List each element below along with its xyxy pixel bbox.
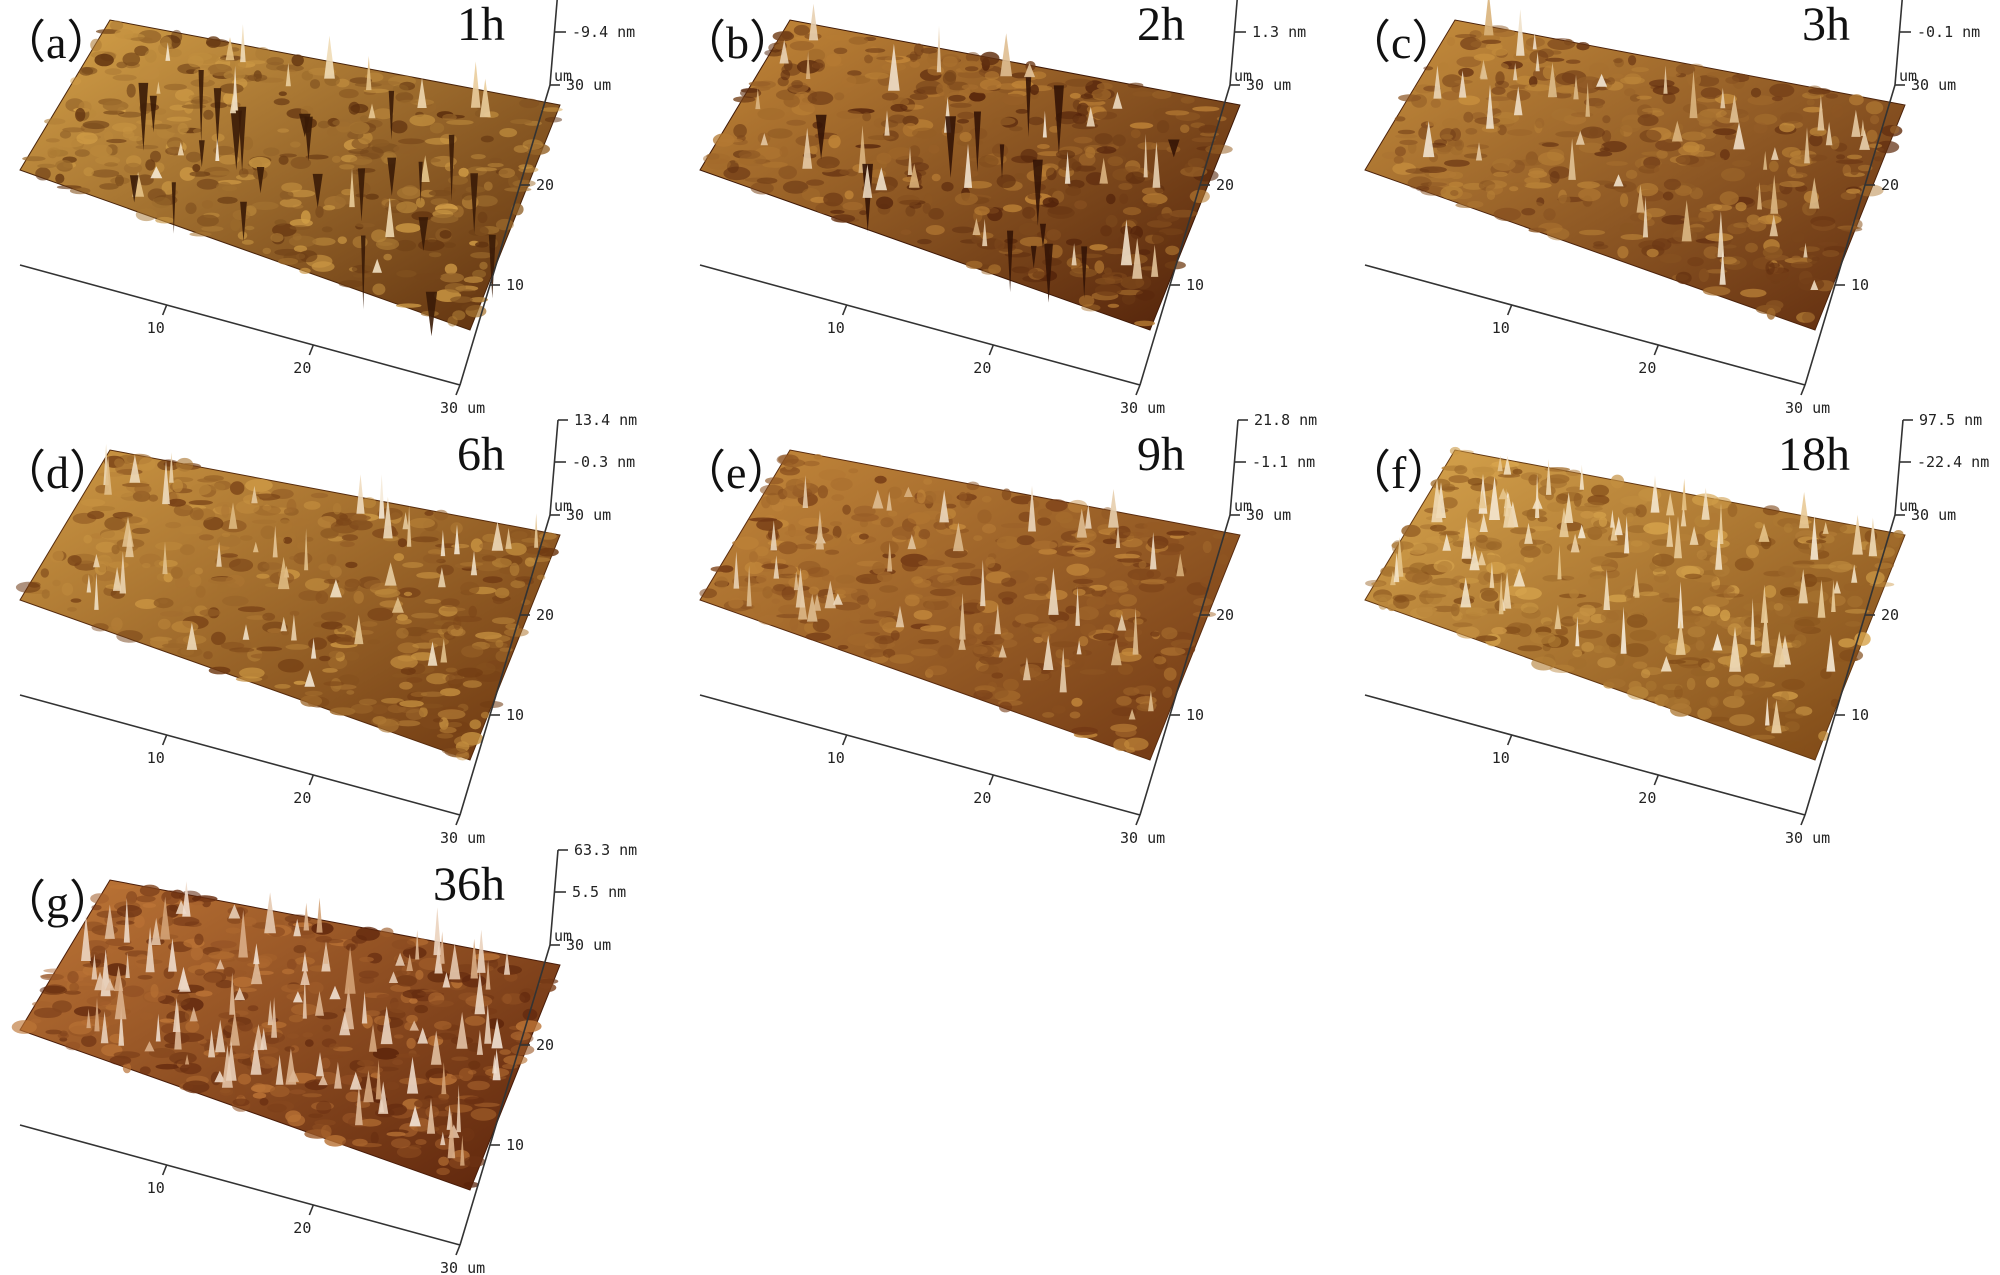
y-tick-label: 10 bbox=[506, 706, 524, 724]
time-label: 18h bbox=[1778, 428, 1850, 481]
z-mid-label: -9.4 nm bbox=[572, 23, 635, 41]
surface-spikes bbox=[86, 443, 539, 687]
y-unit-label: um bbox=[1234, 67, 1252, 85]
x-tick-label: 20 bbox=[1638, 359, 1656, 377]
y-tick-label: 30 um bbox=[1246, 506, 1291, 524]
x-tick-label: 30 um bbox=[440, 399, 485, 417]
surface-texture bbox=[699, 454, 1229, 755]
z-mid-label: -1.1 nm bbox=[1252, 453, 1315, 471]
y-tick-label: 20 bbox=[1216, 176, 1234, 194]
x-tick-label: 20 bbox=[293, 1219, 311, 1237]
y-tick-label: 20 bbox=[1216, 606, 1234, 624]
y-tick-label: 20 bbox=[1881, 606, 1899, 624]
x-tick-label: 20 bbox=[973, 789, 991, 807]
surface-texture bbox=[15, 453, 559, 761]
panel-label: （e） bbox=[680, 447, 792, 498]
time-label: 9h bbox=[1137, 428, 1185, 481]
y-tick-label: 20 bbox=[536, 176, 554, 194]
y-tick-label: 20 bbox=[536, 1036, 554, 1054]
surface-spikes bbox=[755, 3, 1180, 303]
panel-label: （d） bbox=[0, 447, 115, 498]
y-tick-label: 30 um bbox=[566, 936, 611, 954]
y-unit-label: um bbox=[554, 497, 572, 515]
surface-spikes bbox=[733, 475, 1185, 720]
z-max-label: 13.4 nm bbox=[574, 411, 637, 429]
x-tick-label: 20 bbox=[973, 359, 991, 377]
x-tick-label: 10 bbox=[147, 749, 165, 767]
x-tick-label: 30 um bbox=[1120, 399, 1165, 417]
time-label: 2h bbox=[1137, 0, 1185, 51]
z-mid-label: 1.3 nm bbox=[1252, 23, 1306, 41]
y-unit-label: um bbox=[554, 67, 572, 85]
x-tick-label: 30 um bbox=[440, 1259, 485, 1275]
x-tick-label: 20 bbox=[293, 789, 311, 807]
x-tick-label: 20 bbox=[1638, 789, 1656, 807]
y-unit-label: um bbox=[1899, 67, 1917, 85]
y-tick-label: 10 bbox=[1186, 276, 1204, 294]
y-tick-label: 30 um bbox=[566, 506, 611, 524]
y-tick-label: 10 bbox=[506, 276, 524, 294]
surface-spikes bbox=[1390, 455, 1878, 734]
time-label: 36h bbox=[433, 858, 505, 911]
z-max-label: 97.5 nm bbox=[1919, 411, 1982, 429]
y-tick-label: 10 bbox=[1851, 276, 1869, 294]
y-tick-label: 30 um bbox=[1246, 76, 1291, 94]
z-mid-label: -0.1 nm bbox=[1917, 23, 1980, 41]
y-tick-label: 30 um bbox=[1911, 506, 1956, 524]
panel-label: （g） bbox=[0, 877, 115, 928]
x-tick-label: 10 bbox=[827, 749, 845, 767]
x-tick-label: 10 bbox=[147, 319, 165, 337]
time-label: 6h bbox=[457, 428, 505, 481]
z-mid-label: 5.5 nm bbox=[572, 883, 626, 901]
x-tick-label: 10 bbox=[827, 319, 845, 337]
x-tick-label: 30 um bbox=[440, 829, 485, 847]
x-tick-label: 20 bbox=[293, 359, 311, 377]
y-unit-label: um bbox=[554, 927, 572, 945]
y-tick-label: 10 bbox=[1851, 706, 1869, 724]
x-tick-label: 30 um bbox=[1785, 399, 1830, 417]
x-tick-label: 10 bbox=[1492, 319, 1510, 337]
y-tick-label: 10 bbox=[506, 1136, 524, 1154]
x-tick-label: 30 um bbox=[1120, 829, 1165, 847]
y-unit-label: um bbox=[1234, 497, 1252, 515]
y-tick-label: 30 um bbox=[566, 76, 611, 94]
y-tick-label: 20 bbox=[536, 606, 554, 624]
y-unit-label: um bbox=[1899, 497, 1917, 515]
x-tick-label: 10 bbox=[1492, 749, 1510, 767]
z-mid-label: -22.4 nm bbox=[1917, 453, 1989, 471]
y-tick-label: 20 bbox=[1881, 176, 1899, 194]
y-tick-label: 10 bbox=[1186, 706, 1204, 724]
surface-spikes bbox=[129, 24, 496, 337]
panel-label: （f） bbox=[1345, 447, 1452, 498]
y-tick-label: 30 um bbox=[1911, 76, 1956, 94]
x-tick-label: 30 um bbox=[1785, 829, 1830, 847]
panel-label: （b） bbox=[680, 17, 795, 68]
time-label: 1h bbox=[457, 0, 505, 51]
time-label: 3h bbox=[1802, 0, 1850, 51]
z-max-label: 21.8 nm bbox=[1254, 411, 1317, 429]
x-tick-label: 10 bbox=[147, 1179, 165, 1197]
panel-label: （c） bbox=[1345, 17, 1457, 68]
surface-spikes bbox=[81, 881, 511, 1166]
z-mid-label: -0.3 nm bbox=[572, 453, 635, 471]
z-max-label: 63.3 nm bbox=[574, 841, 637, 859]
surface-spikes bbox=[1422, 0, 1870, 290]
panel-label: （a） bbox=[0, 17, 112, 68]
